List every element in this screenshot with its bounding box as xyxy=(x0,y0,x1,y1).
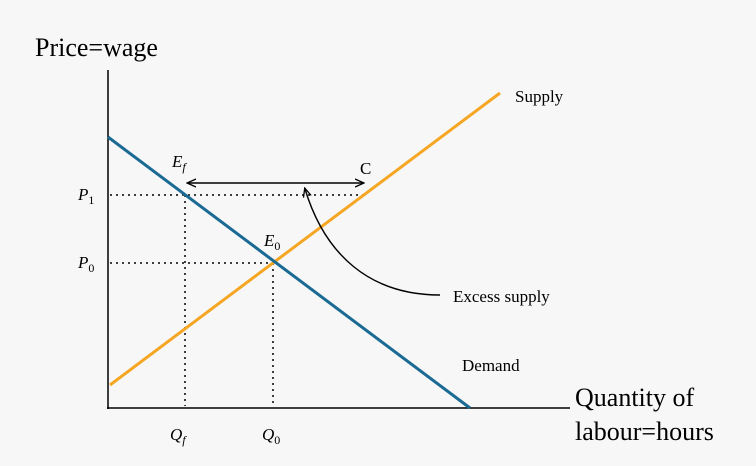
q0-label: Q0 xyxy=(262,425,280,447)
excess-label: Excess supply xyxy=(453,287,550,306)
demand-curve xyxy=(107,135,471,410)
sub: 0 xyxy=(274,239,280,253)
e0-label: E0 xyxy=(263,231,280,253)
guides xyxy=(110,194,364,406)
sub: f xyxy=(182,160,187,174)
main: P xyxy=(77,253,88,272)
sub: 0 xyxy=(274,433,280,447)
demand-label: Demand xyxy=(462,356,520,375)
qf-label: Qf xyxy=(170,425,187,447)
supply-label: Supply xyxy=(515,87,564,106)
supply-curve xyxy=(109,91,501,387)
excess-arrow xyxy=(305,189,441,296)
sub: 1 xyxy=(88,193,94,207)
main: Q xyxy=(170,425,182,444)
x-axis-label: labour=hours xyxy=(575,417,714,446)
c-label: C xyxy=(360,159,371,178)
p1-label: P1 xyxy=(77,185,94,207)
y-axis-label: Price=wage xyxy=(35,33,158,62)
sub: f xyxy=(182,433,187,447)
x-axis-label: Quantity of xyxy=(575,383,694,412)
sub: 0 xyxy=(88,261,94,275)
main: P xyxy=(77,185,88,204)
main: E xyxy=(171,152,183,171)
main: Q xyxy=(262,425,274,444)
p0-label: P0 xyxy=(77,253,94,275)
ef-label: Ef xyxy=(171,152,187,174)
main: E xyxy=(263,231,275,250)
